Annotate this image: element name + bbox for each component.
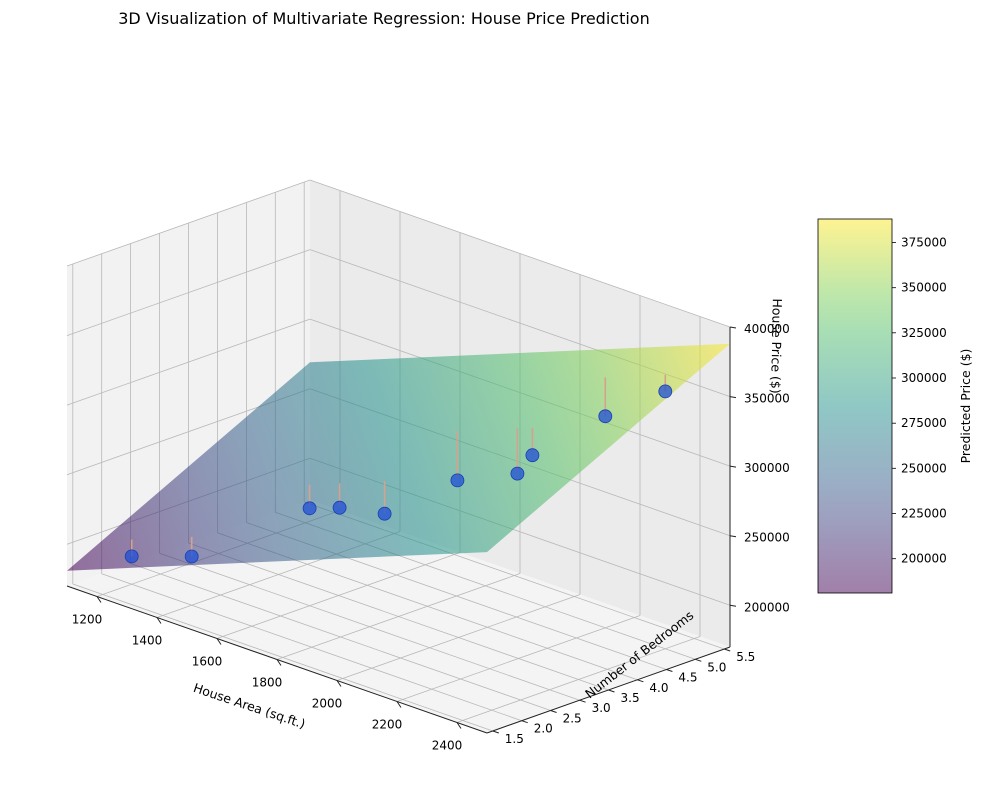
grid-line-y-floor [159,552,580,701]
colorbar-tick-label: 225000 [901,507,947,521]
colorbar-tick-label: 275000 [901,416,947,430]
data-point [332,500,347,515]
tick-labels: 1200 1400 1600 1800 2000 2200 2400 1.5 2.0 2.5 3.0… [72,322,790,753]
surface-plane [67,343,730,571]
y-tick-label: 2.5 [563,712,582,726]
x-tick-mark [216,638,222,645]
grid-line-y-floor [72,583,493,732]
data-point [525,448,540,463]
y-tick-label: 2.0 [534,722,553,736]
y-tick-label: 1.5 [505,732,524,746]
z-tick-label: 400000 [744,322,790,336]
x-tick-label: 1400 [132,634,163,648]
y-tick-label: 3.0 [592,701,611,715]
colorbar-tick-label: 375000 [901,236,947,250]
grid-line-z-left [66,249,311,336]
y-tick-mark [724,648,731,652]
x-tick-label: 1800 [252,676,283,690]
x-tick-mark [96,596,102,603]
z-tick-mark [729,396,737,399]
grid-line-y-floor [130,563,551,711]
grid-line-y-floor [101,573,522,722]
z-tick-label: 350000 [744,392,790,406]
data-point [302,501,317,516]
y-tick-mark [695,658,702,662]
y-tick-label: 4.5 [678,671,697,685]
x-axis-label: House Area (sq.ft.) [192,680,308,731]
z-tick-label: 250000 [744,531,790,545]
y-tick-mark [608,689,615,693]
data-point [658,384,673,399]
y-tick-mark [521,720,528,724]
colorbar-tick-label: 325000 [901,326,947,340]
data-point [377,506,392,521]
data-points [124,384,673,564]
data-point [124,549,139,564]
data-point [184,549,199,564]
colorbar-tick-label: 250000 [901,461,947,475]
y-tick-mark [637,679,644,683]
grid-line-z-left [66,179,311,267]
y-tick-label: 3.5 [621,691,640,705]
y-tick-label: 5.5 [736,650,755,664]
chart-title: 3D Visualization of Multivariate Regress… [118,9,649,28]
colorbar-label: Predicted Price ($) [958,349,973,464]
data-point [598,409,613,424]
grid-line-z-back [309,179,731,328]
x-tick-mark [396,701,402,708]
colorbar-tick-label: 200000 [901,552,947,566]
z-tick-mark [729,535,737,538]
x-tick-mark [336,680,342,687]
x-tick-mark [156,617,162,624]
colorbar: 200000 225000 250000 275000 300000 325000 3500… [817,218,947,594]
regression-surface [67,343,730,571]
z-tick-mark [729,465,737,468]
colorbar-fill [818,219,892,593]
z-tick-mark [729,326,737,329]
x-tick-label: 2000 [312,697,343,711]
x-tick-label: 2400 [432,739,463,753]
data-point [450,473,465,488]
data-point [510,466,525,481]
z-axis-label: House Price ($) [768,298,785,394]
y-tick-mark [579,699,586,703]
x-tick-label: 1200 [72,613,103,627]
y-tick-label: 5.0 [707,660,726,674]
x-tick-label: 2200 [372,718,403,732]
y-tick-mark [492,730,499,734]
colorbar-tick-label: 350000 [901,281,947,295]
z-tick-label: 300000 [744,461,790,475]
colorbar-tick-label: 300000 [901,371,947,385]
z-tick-mark [729,604,737,607]
x-tick-label: 1600 [192,655,223,669]
y-tick-mark [666,669,673,672]
z-tick-label: 200000 [744,600,790,614]
x-tick-mark [276,659,282,666]
grid-line-y-floor [188,542,609,691]
y-tick-label: 4.0 [649,681,668,695]
colorbar-frame [817,218,893,594]
grid-line-z-left [66,318,311,406]
x-tick-mark [456,722,462,729]
y-tick-mark [550,710,557,713]
